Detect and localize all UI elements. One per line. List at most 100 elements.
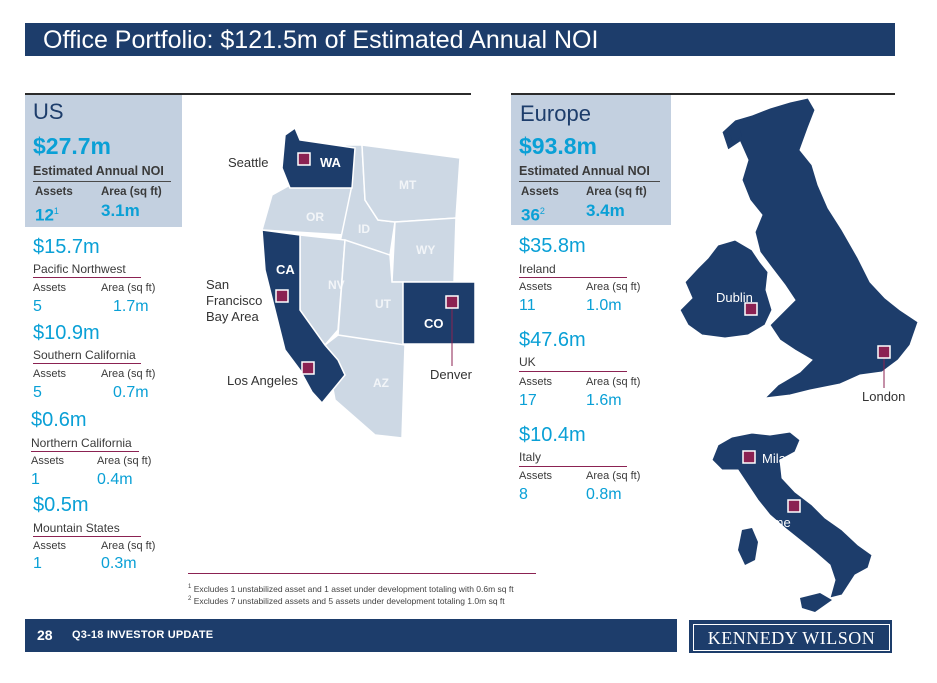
europe-region-assets-label: Assets — [519, 470, 553, 482]
europe-region-value: $47.6m — [519, 329, 586, 351]
europe-region-assets-label: Assets — [519, 281, 553, 293]
state-label-nv: NV — [328, 278, 345, 292]
us-region-assets-label: Assets — [33, 368, 67, 380]
us-region-area: 0.7m — [113, 384, 149, 401]
europe-assets-value: 362 — [521, 205, 545, 225]
rome-marker-icon — [787, 499, 801, 513]
us-region-value: $10.9m — [33, 322, 100, 344]
us-region-value: $0.6m — [31, 409, 87, 431]
us-region-assets: 5 — [33, 384, 42, 401]
state-label-wa: WA — [320, 155, 341, 170]
state-washington — [281, 126, 356, 189]
us-region-assets-label: Assets — [33, 540, 67, 552]
europe-region-divider — [519, 277, 627, 278]
logo-text: KENNEDY WILSON — [707, 628, 876, 648]
city-label-london: London — [862, 389, 906, 404]
city-label-denver: Denver — [430, 367, 472, 382]
europe-area-value: 3.4m — [586, 201, 625, 220]
europe-region-assets: 17 — [519, 392, 537, 409]
dublin-marker-icon — [744, 302, 758, 316]
europe-noi-value: $93.8m — [519, 133, 598, 159]
footer-label: Q3-18 INVESTOR UPDATE — [72, 629, 214, 641]
us-region-name: Northern California — [31, 436, 132, 450]
europe-title: Europe — [520, 101, 591, 126]
europe-region-name: Italy — [519, 450, 542, 464]
europe-region-divider — [519, 466, 627, 467]
europe-region-value: $10.4m — [519, 424, 586, 446]
us-region-area: 0.4m — [97, 471, 133, 488]
state-label-wy: WY — [416, 243, 436, 257]
city-label-milan: Milan — [762, 451, 794, 466]
us-assets-value: 121 — [35, 205, 59, 225]
europe-noi-label: Estimated Annual NOI — [519, 164, 650, 178]
europe-region-name: Ireland — [519, 262, 556, 276]
us-region-value: $15.7m — [33, 236, 100, 258]
europe-map — [679, 97, 919, 612]
us-region-assets: 1 — [31, 471, 40, 488]
milan-marker-icon — [742, 450, 756, 464]
europe-region-divider — [519, 371, 627, 372]
us-noi-label: Estimated Annual NOI — [33, 164, 164, 178]
page-number: 28 — [37, 627, 53, 643]
state-label-mt: MT — [399, 178, 417, 192]
state-arizona — [324, 334, 406, 439]
city-label-sf-line2: Francisco — [206, 293, 263, 308]
state-label-id: ID — [358, 222, 370, 236]
sardinia-shape — [738, 528, 758, 565]
footnote-2: 2 Excludes 7 unstabilized assets and 5 a… — [188, 595, 505, 606]
europe-region-area: 1.6m — [586, 392, 622, 409]
europe-noi-underline — [519, 181, 660, 182]
europe-region-area-label: Area (sq ft) — [586, 470, 641, 482]
europe-region-assets: 8 — [519, 486, 528, 503]
us-region-assets-label: Assets — [33, 282, 67, 294]
denver-marker-icon — [445, 295, 459, 309]
us-region-divider — [33, 363, 141, 364]
europe-region-value: $35.8m — [519, 235, 586, 257]
us-region-value: $0.5m — [33, 494, 89, 516]
europe-region-area-label: Area (sq ft) — [586, 281, 641, 293]
scottish-isles-shape — [728, 124, 742, 142]
title-bar — [25, 23, 895, 56]
great-britain-shape — [721, 97, 919, 399]
us-summary-panel — [25, 95, 182, 227]
us-region-area-label: Area (sq ft) — [97, 455, 152, 467]
us-region-area-label: Area (sq ft) — [101, 540, 156, 552]
us-region-divider — [33, 536, 141, 537]
us-assets-label: Assets — [35, 186, 73, 198]
us-region-area: 0.3m — [101, 555, 137, 572]
europe-region-area: 0.8m — [586, 486, 622, 503]
us-noi-underline — [33, 181, 171, 182]
us-region-assets-label: Assets — [31, 455, 65, 467]
state-label-ut: UT — [375, 297, 391, 311]
footnote-1: 1 Excludes 1 unstabilized asset and 1 as… — [188, 583, 514, 594]
us-region-area-label: Area (sq ft) — [101, 282, 156, 294]
us-region-assets: 1 — [33, 555, 42, 572]
us-region-name: Mountain States — [33, 521, 120, 535]
city-label-dublin: Dublin — [716, 290, 753, 305]
europe-top-rule — [511, 93, 895, 95]
us-region-name: Southern California — [33, 348, 136, 362]
london-marker-icon — [877, 345, 891, 359]
logo-border — [693, 624, 890, 651]
city-label-la: Los Angeles — [227, 373, 298, 388]
europe-region-area: 1.0m — [586, 297, 622, 314]
state-label-az: AZ — [373, 376, 389, 390]
europe-region-assets: 11 — [519, 297, 536, 314]
footer-bar — [25, 619, 677, 652]
company-logo — [689, 620, 892, 653]
europe-summary-panel — [511, 95, 671, 225]
seattle-marker-icon — [297, 152, 311, 166]
la-marker-icon — [301, 361, 315, 375]
page-title: Office Portfolio: $121.5m of Estimated A… — [43, 26, 599, 54]
italy-shape — [711, 431, 873, 599]
us-top-rule — [25, 93, 471, 95]
ireland-shape — [679, 239, 773, 339]
state-colorado — [402, 281, 476, 345]
us-region-area: 1.7m — [113, 298, 149, 315]
europe-assets-label: Assets — [521, 186, 559, 198]
sf-marker-icon — [275, 289, 289, 303]
europe-region-name: UK — [519, 355, 536, 369]
us-region-divider — [31, 451, 139, 452]
state-california — [261, 229, 346, 405]
us-western-states-map — [261, 126, 476, 439]
